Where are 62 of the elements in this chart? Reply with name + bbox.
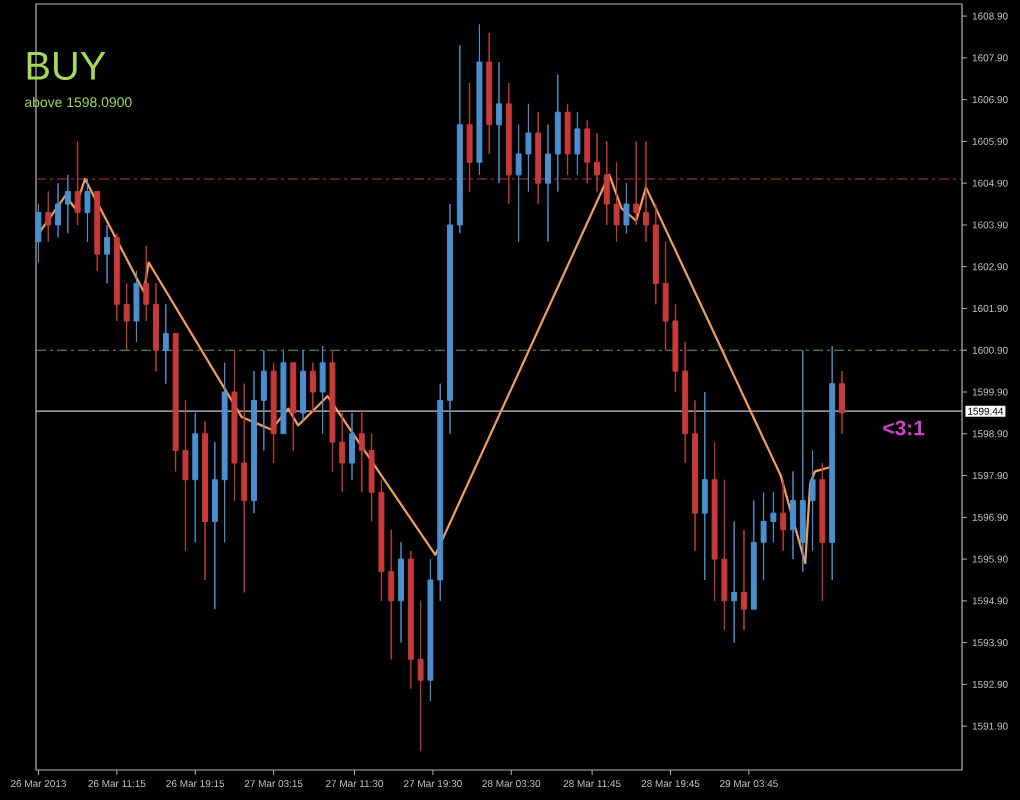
candlestick — [633, 140, 640, 226]
candlestick — [613, 161, 620, 243]
candlestick — [35, 203, 42, 264]
candlestick — [153, 282, 159, 372]
candlestick — [251, 370, 257, 514]
candlestick — [84, 178, 91, 243]
candlestick — [309, 362, 316, 414]
candlestick — [731, 520, 738, 644]
candlestick — [398, 541, 404, 644]
candlestick — [545, 124, 551, 243]
candlestick — [123, 282, 130, 351]
candlestick — [143, 245, 150, 322]
candlestick — [594, 132, 600, 193]
candlestick — [417, 600, 424, 752]
candlestick — [839, 370, 845, 435]
candlestick — [162, 303, 169, 385]
candlestick — [790, 470, 796, 560]
candlestick — [45, 191, 52, 243]
candlestick — [476, 23, 483, 176]
candlestick — [202, 420, 208, 581]
candlestick — [447, 203, 453, 435]
candlestick — [55, 182, 61, 238]
candlestick — [74, 140, 81, 226]
candlestick — [829, 345, 836, 581]
candlestick — [319, 345, 326, 435]
candlestick — [701, 391, 708, 581]
candlestick — [535, 111, 542, 205]
annotation: BUY — [27, 52, 106, 80]
candlestick — [290, 362, 297, 451]
candlestick — [564, 103, 571, 176]
candlestick — [221, 362, 228, 543]
candlestick — [113, 232, 120, 322]
candlestick — [692, 399, 698, 552]
candlestick — [643, 140, 649, 243]
candlestick — [505, 82, 512, 205]
candlestick — [192, 412, 199, 543]
candlestick — [456, 44, 463, 234]
candlestick — [300, 349, 306, 422]
annotation: <3:1 — [883, 420, 925, 436]
candlestick — [623, 182, 630, 234]
candlestick — [574, 111, 581, 176]
candlestick — [104, 224, 110, 284]
candlestick — [133, 270, 140, 343]
candlestick — [584, 120, 591, 184]
candlestick — [554, 74, 561, 193]
candlestick — [603, 140, 610, 226]
candlestick — [349, 412, 355, 481]
candlestick — [780, 479, 787, 552]
candlestick — [486, 32, 493, 155]
candlestick — [64, 174, 71, 234]
candlestick — [819, 462, 826, 602]
candlestick — [407, 550, 414, 690]
candlestick — [682, 341, 689, 464]
candlestick — [94, 191, 101, 272]
candlestick — [496, 61, 502, 184]
candlestick — [280, 349, 287, 435]
candlestick — [466, 82, 473, 193]
candlestick — [270, 362, 277, 464]
candlestick — [358, 412, 365, 493]
candlestick — [211, 441, 218, 610]
candlestick — [260, 349, 267, 451]
candlestick — [741, 529, 747, 631]
